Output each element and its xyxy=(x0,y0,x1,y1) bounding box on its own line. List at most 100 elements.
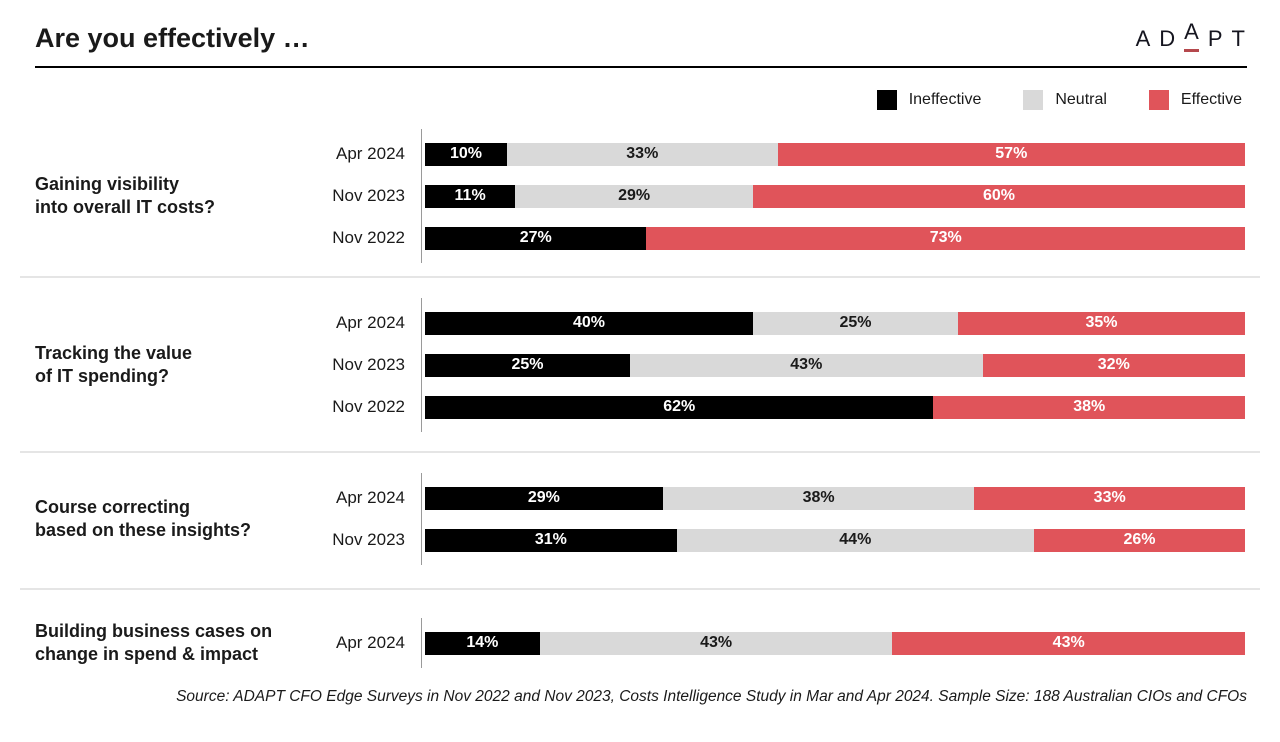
period-label: Nov 2023 xyxy=(332,530,405,549)
bar-value-label: 31% xyxy=(534,531,567,548)
bar-segment-effective: 26% xyxy=(1033,528,1246,552)
group-divider xyxy=(20,276,1260,278)
legend-item-effective: Effective xyxy=(1148,90,1242,110)
question-group: Gaining visibility into overall IT costs?… xyxy=(0,129,1280,263)
bar-track: 31% 44% 26% xyxy=(425,528,1246,552)
source-note: Source: ADAPT CFO Edge Surveys in Nov 20… xyxy=(176,688,1247,705)
question-label-line: into overall IT costs? xyxy=(35,197,216,217)
axis-line xyxy=(421,473,422,565)
legend-item-neutral: Neutral xyxy=(1023,90,1107,110)
bar-segment-neutral: 44% xyxy=(676,528,1034,552)
bar-segment-neutral: 43% xyxy=(539,631,893,655)
bar-value-label: 14% xyxy=(466,634,499,651)
legend-swatch-neutral xyxy=(1023,90,1044,110)
bar-value-label: 11% xyxy=(454,187,486,204)
bar-value-label: 25% xyxy=(511,356,544,373)
period-label: Apr 2024 xyxy=(336,633,405,652)
question-label-line: based on these insights? xyxy=(35,520,252,540)
question-group: Building business cases on change in spen… xyxy=(0,618,1280,668)
bar-segment-neutral: 29% xyxy=(515,184,753,208)
bar-value-label: 10% xyxy=(449,145,483,162)
bar-segment-ineffective: 62% xyxy=(425,395,934,419)
group-divider xyxy=(20,588,1260,590)
bar-segment-effective: 38% xyxy=(933,395,1245,419)
bar-track: 10% 33% 57% xyxy=(425,142,1245,166)
page-title: Are you effectively … xyxy=(35,23,310,53)
bar-value-label: 25% xyxy=(839,314,872,331)
bar-value-label: 62% xyxy=(663,398,696,415)
axis-line xyxy=(421,298,422,432)
bar-track: 40% 25% 35% xyxy=(425,311,1245,335)
bar-value-label: 43% xyxy=(700,634,733,651)
bar-value-label: 38% xyxy=(1073,398,1106,415)
bar-value-label: 29% xyxy=(527,489,560,506)
bar-row: Apr 2024 40% 25% 35% xyxy=(310,302,1245,344)
logo-letter: T xyxy=(1231,26,1245,51)
bar-segment-effective: 33% xyxy=(974,486,1245,510)
question-label-line: of IT spending? xyxy=(35,366,169,386)
question-label: Gaining visibility into overall IT costs? xyxy=(0,173,310,219)
bar-segment-ineffective: 10% xyxy=(425,142,507,166)
question-label: Tracking the value of IT spending? xyxy=(0,342,310,388)
bar-segment-neutral: 33% xyxy=(507,142,778,166)
legend-label: Neutral xyxy=(1055,91,1107,108)
legend-label: Effective xyxy=(1180,91,1242,108)
period-label: Apr 2024 xyxy=(336,313,405,332)
bar-segment-ineffective: 31% xyxy=(425,528,677,552)
logo-underline xyxy=(1184,49,1199,52)
bar-rows: Apr 2024 10% 33% 57% Nov 2023 11% 29% 60% Nov 20… xyxy=(310,129,1245,263)
axis-line xyxy=(421,129,422,263)
bar-segment-ineffective: 27% xyxy=(425,226,647,250)
chart-groups: Gaining visibility into overall IT costs?… xyxy=(0,129,1280,668)
question-group: Course correcting based on these insights… xyxy=(0,473,1280,565)
bar-rows: Apr 2024 29% 38% 33% Nov 2023 31% 44% 26% xyxy=(310,473,1246,565)
legend: Ineffective Neutral Effective xyxy=(0,88,1242,112)
bar-value-label: 32% xyxy=(1097,356,1130,373)
bar-segment-ineffective: 11% xyxy=(425,184,516,208)
question-label-line: Gaining visibility xyxy=(35,174,180,194)
bar-segment-effective: 73% xyxy=(646,226,1245,250)
bar-value-label: 33% xyxy=(1093,489,1126,506)
bar-segment-effective: 57% xyxy=(777,142,1245,166)
legend-swatch-ineffective xyxy=(876,90,897,110)
period-label: Nov 2023 xyxy=(332,355,405,374)
period-label: Nov 2022 xyxy=(332,228,405,247)
question-label: Building business cases on change in spen… xyxy=(0,620,310,666)
bar-segment-effective: 43% xyxy=(892,631,1245,655)
bar-value-label: 40% xyxy=(572,314,606,331)
logo-letter: P xyxy=(1207,26,1223,51)
bar-row: Apr 2024 29% 38% 33% xyxy=(310,477,1245,519)
question-group: Tracking the value of IT spending? Apr 202… xyxy=(0,298,1280,432)
bar-row: Apr 2024 14% 43% 43% xyxy=(310,622,1245,664)
bar-segment-ineffective: 14% xyxy=(425,631,540,655)
bar-track: 14% 43% 43% xyxy=(425,631,1245,655)
bar-segment-effective: 32% xyxy=(982,353,1245,377)
bar-value-label: 73% xyxy=(929,229,962,246)
period-label: Apr 2024 xyxy=(336,488,405,507)
bar-value-label: 38% xyxy=(802,489,835,506)
bar-track: 27% 73% xyxy=(425,226,1245,250)
bar-rows: Apr 2024 14% 43% 43% xyxy=(310,618,1245,668)
question-label-line: Building business cases on xyxy=(35,621,273,641)
bar-row: Apr 2024 10% 33% 57% xyxy=(310,133,1245,175)
period-label: Nov 2023 xyxy=(332,186,405,205)
bar-row: Nov 2023 31% 44% 26% xyxy=(310,519,1246,561)
bar-value-label: 57% xyxy=(995,145,1028,162)
bar-rows: Apr 2024 40% 25% 35% Nov 2023 25% 43% 32% Nov 20… xyxy=(310,298,1245,432)
question-label-line: change in spend & impact xyxy=(35,644,259,664)
bar-value-label: 43% xyxy=(790,356,823,373)
bar-segment-neutral: 38% xyxy=(662,486,975,510)
bar-row: Nov 2023 11% 29% 60% xyxy=(310,175,1245,217)
question-label-line: Tracking the value xyxy=(35,343,193,363)
bar-segment-ineffective: 40% xyxy=(425,311,753,335)
bar-segment-neutral: 43% xyxy=(630,353,983,377)
bar-segment-effective: 60% xyxy=(753,184,1245,208)
bar-row: Nov 2022 27% 73% xyxy=(310,217,1245,259)
bar-track: 25% 43% 32% xyxy=(425,353,1245,377)
bar-value-label: 35% xyxy=(1085,314,1118,331)
period-label: Apr 2024 xyxy=(336,144,405,163)
bar-value-label: 27% xyxy=(519,229,552,246)
